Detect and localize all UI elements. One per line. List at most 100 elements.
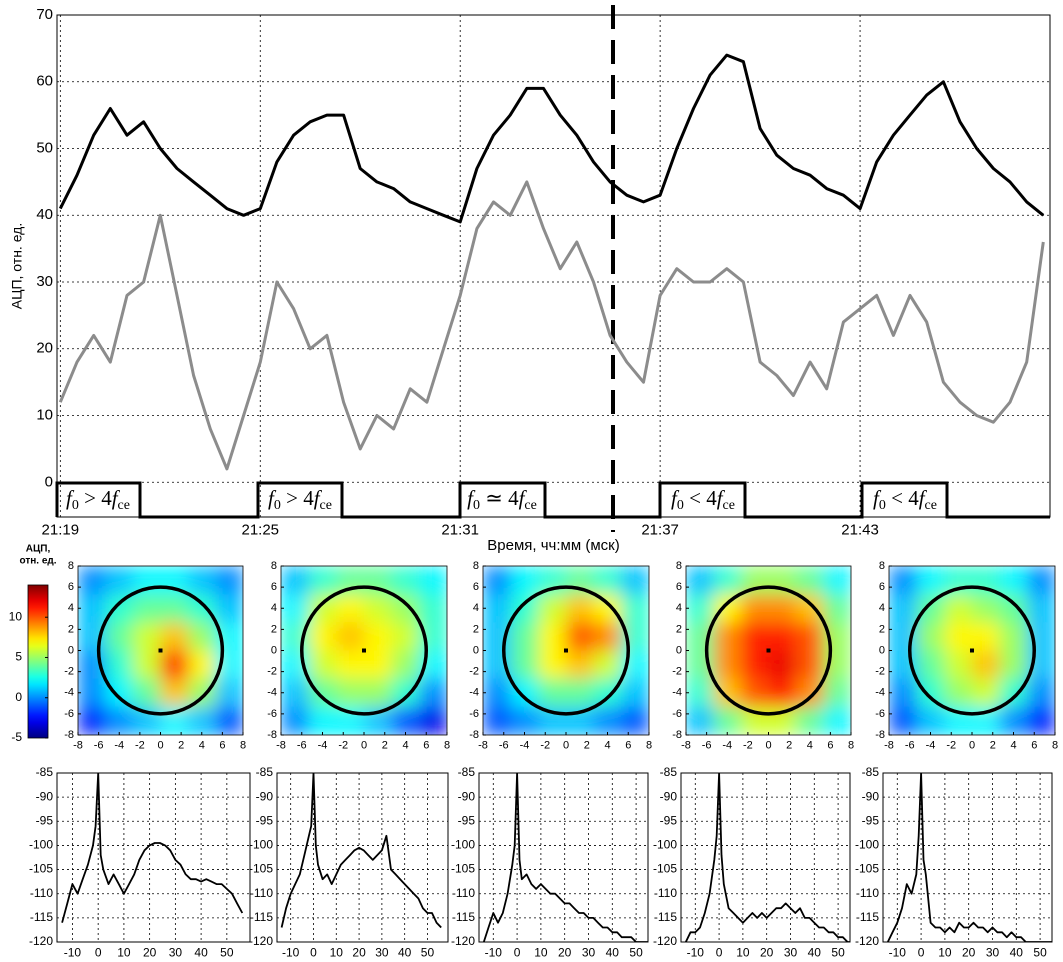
y-tick-label: -110 — [250, 886, 273, 900]
plot-frame — [56, 772, 251, 943]
heatmap-cell — [160, 594, 189, 623]
heatmap-cell — [889, 594, 918, 623]
heatmap-cell — [916, 678, 945, 708]
y-tick-label: -100 — [855, 838, 879, 852]
y-tick-label: -4 — [469, 687, 479, 699]
heatmap-cell — [391, 594, 420, 623]
y-tick-label: 6 — [879, 581, 885, 593]
y-tick-label: -8 — [267, 729, 277, 741]
heatmap-cell — [419, 594, 447, 623]
heatmap-cell — [1027, 706, 1055, 735]
plot-frame — [276, 772, 449, 943]
heatmap-cell — [188, 594, 216, 623]
y-tick-label: 4 — [473, 602, 479, 614]
x-tick-label: 21:19 — [42, 522, 80, 539]
heatmap-cell — [916, 706, 945, 735]
y-tick-label: -8 — [469, 729, 479, 741]
heatmap-cell — [105, 678, 134, 708]
heatmap-cell — [823, 566, 851, 595]
heatmap-cell — [78, 678, 106, 708]
heatmap-cell — [538, 594, 567, 623]
heatmap-cell — [972, 594, 1001, 623]
y-tick-label: 4 — [271, 602, 277, 614]
x-tick-label: -2 — [135, 739, 145, 751]
plot-frame — [680, 772, 851, 943]
x-tick-label: 10 — [736, 945, 750, 959]
heatmap-cell — [336, 678, 365, 708]
heatmap-cell — [741, 678, 769, 708]
x-tick-label: -4 — [722, 739, 732, 751]
condition-label: f0 < 4fce — [671, 486, 735, 513]
x-tick-label: 50 — [1033, 945, 1047, 959]
x-tick-label: 10 — [534, 945, 548, 959]
condition-label-part: ce — [925, 498, 937, 513]
heatmap-cells — [78, 566, 243, 735]
heatmap-cell — [133, 594, 161, 623]
heatmap-cell — [160, 678, 189, 708]
heatmap-cell — [78, 594, 106, 623]
y-tick-label: 2 — [879, 623, 885, 635]
x-tick-label: 0 — [765, 739, 771, 751]
y-tick-label: -115 — [856, 910, 879, 924]
heatmap-cell — [916, 594, 945, 623]
heatmap-cell — [364, 678, 393, 708]
y-tick-label: -4 — [64, 687, 74, 699]
x-tick-label: 2 — [178, 739, 184, 751]
x-tick-label: 6 — [423, 739, 429, 751]
heatmap-cell — [944, 678, 973, 708]
heatmap-cell — [796, 622, 824, 651]
heatmap-cell — [281, 566, 310, 595]
x-tick-label: -8 — [478, 739, 488, 751]
heatmap-cell — [510, 622, 539, 651]
heatmap-cell — [160, 622, 189, 651]
heatmap-cell — [391, 706, 420, 735]
heatmap-cell — [972, 678, 1001, 708]
y-tick-label: -100 — [249, 838, 273, 852]
heatmap-cell — [215, 566, 243, 595]
y-tick-label: -115 — [30, 910, 53, 924]
colorbar-tick-label: 0 — [15, 690, 22, 704]
x-tick-label: 40 — [398, 945, 412, 959]
x-tick-label: -10 — [485, 945, 503, 959]
center-dot — [970, 648, 974, 653]
heatmap-cell — [483, 594, 512, 623]
heatmap-cell — [419, 706, 447, 735]
heatmap-cell — [105, 622, 134, 651]
heatmap-cell — [215, 706, 243, 735]
x-tick-label: -2 — [946, 739, 956, 751]
x-tick-label: 6 — [219, 739, 225, 751]
y-tick-label: -6 — [672, 708, 682, 720]
heatmap-cell — [391, 678, 420, 708]
heatmap-cell — [593, 706, 622, 735]
y-tick-label: -120 — [855, 934, 879, 948]
heatmap-cell — [768, 594, 797, 623]
heatmap-cell — [593, 566, 622, 595]
heatmap-cell — [510, 594, 539, 623]
series-line — [58, 180, 1045, 471]
x-tick-label: -4 — [318, 739, 328, 751]
y-tick-label: 0 — [676, 644, 682, 656]
heatmap-cell — [593, 594, 622, 623]
x-tick-label: 21:31 — [441, 522, 479, 539]
condition-label-part: 0 — [677, 498, 684, 513]
heatmap-cell — [593, 650, 622, 680]
y-tick-label: 8 — [271, 560, 277, 572]
y-tick-label: -85 — [36, 765, 54, 779]
x-tick-label: 2 — [786, 739, 792, 751]
x-tick-label: 50 — [220, 945, 234, 959]
y-tick-label: 0 — [879, 644, 885, 656]
condition-label: f0 > 4fce — [66, 486, 130, 513]
x-tick-label: -8 — [276, 739, 286, 751]
heatmap-cell — [1027, 594, 1055, 623]
condition-label-part: > 4 — [281, 486, 314, 510]
condition-label-part: < 4 — [684, 486, 717, 510]
x-tick-label: -6 — [94, 739, 104, 751]
y-tick-label: 2 — [676, 623, 682, 635]
y-tick-label: -115 — [452, 910, 475, 924]
heatmap-cell — [105, 650, 134, 680]
heatmap-cell — [78, 706, 106, 735]
heatmap-cell — [391, 566, 420, 595]
heatmap-cell — [133, 678, 161, 708]
y-tick-label: -105 — [653, 862, 677, 876]
y-tick-label: -105 — [451, 862, 475, 876]
